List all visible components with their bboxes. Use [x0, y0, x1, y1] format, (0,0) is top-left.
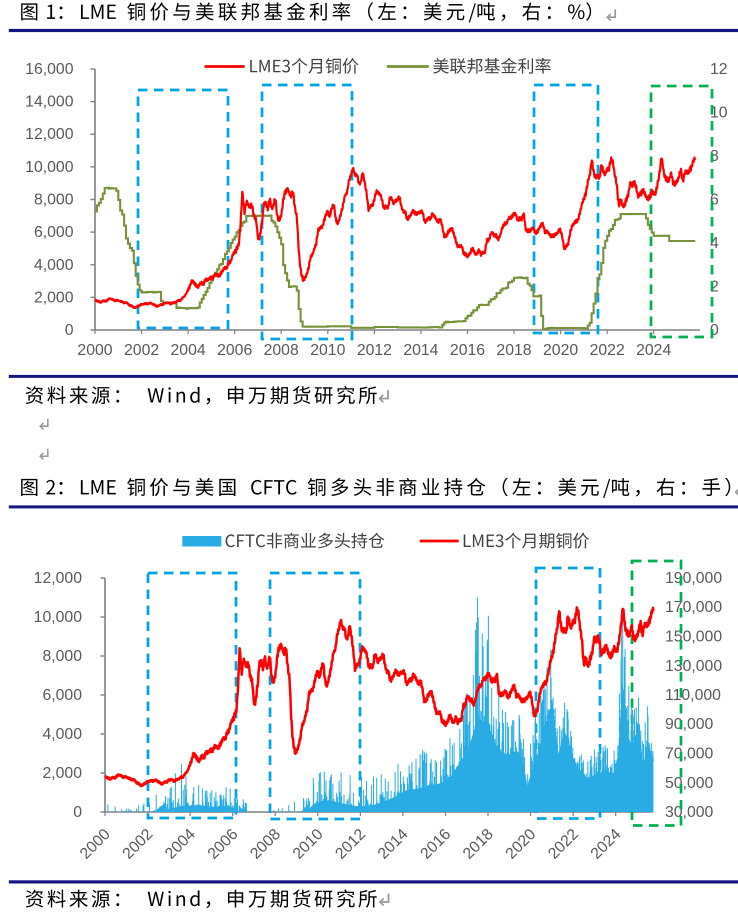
svg-text:130,000: 130,000 — [665, 658, 722, 675]
svg-text:2020: 2020 — [543, 342, 578, 359]
svg-text:0: 0 — [73, 804, 82, 821]
svg-text:4: 4 — [710, 235, 719, 252]
svg-text:10,000: 10,000 — [25, 159, 74, 176]
svg-text:2002: 2002 — [124, 342, 159, 359]
svg-text:12: 12 — [710, 61, 728, 78]
svg-text:4,000: 4,000 — [34, 257, 74, 274]
svg-text:4,000: 4,000 — [42, 726, 82, 743]
svg-text:2016: 2016 — [450, 342, 485, 359]
svg-text:8,000: 8,000 — [34, 192, 74, 209]
svg-text:190,000: 190,000 — [665, 570, 722, 587]
svg-text:2024: 2024 — [636, 342, 671, 359]
svg-text:2012: 2012 — [332, 826, 369, 863]
svg-text:2014: 2014 — [375, 826, 412, 863]
svg-text:2016: 2016 — [417, 826, 454, 863]
svg-text:2010: 2010 — [290, 826, 327, 863]
svg-text:70,000: 70,000 — [665, 746, 714, 763]
svg-text:90,000: 90,000 — [665, 716, 714, 733]
svg-text:2018: 2018 — [496, 342, 531, 359]
svg-text:2008: 2008 — [264, 342, 299, 359]
svg-text:0: 0 — [710, 322, 719, 339]
svg-text:2006: 2006 — [217, 342, 252, 359]
svg-text:6,000: 6,000 — [34, 224, 74, 241]
svg-text:2022: 2022 — [545, 826, 582, 863]
svg-text:2012: 2012 — [357, 342, 392, 359]
svg-text:2004: 2004 — [171, 342, 206, 359]
svg-text:110,000: 110,000 — [665, 687, 721, 704]
svg-text:10,000: 10,000 — [34, 609, 83, 626]
svg-text:12,000: 12,000 — [34, 570, 83, 587]
svg-text:170,000: 170,000 — [665, 599, 722, 616]
svg-text:8,000: 8,000 — [42, 648, 82, 665]
svg-text:2006: 2006 — [205, 826, 242, 863]
svg-text:150,000: 150,000 — [665, 629, 722, 646]
svg-text:2024: 2024 — [588, 826, 625, 863]
svg-text:2: 2 — [710, 279, 719, 296]
svg-text:8: 8 — [710, 148, 719, 165]
svg-text:2,000: 2,000 — [34, 289, 74, 306]
svg-text:50,000: 50,000 — [665, 775, 714, 792]
svg-text:2004: 2004 — [162, 826, 199, 863]
svg-text:2000: 2000 — [77, 826, 114, 863]
svg-text:2022: 2022 — [590, 342, 625, 359]
svg-text:0: 0 — [65, 322, 74, 339]
svg-text:2008: 2008 — [247, 826, 284, 863]
svg-text:2014: 2014 — [403, 342, 438, 359]
svg-text:2,000: 2,000 — [42, 765, 82, 782]
svg-text:2002: 2002 — [120, 826, 157, 863]
svg-text:16,000: 16,000 — [25, 61, 74, 78]
svg-text:2000: 2000 — [77, 342, 112, 359]
svg-text:14,000: 14,000 — [25, 94, 74, 111]
svg-text:30,000: 30,000 — [665, 804, 714, 821]
svg-text:12,000: 12,000 — [25, 126, 74, 143]
svg-text:2018: 2018 — [460, 826, 497, 863]
svg-text:2020: 2020 — [503, 826, 540, 863]
svg-text:6,000: 6,000 — [42, 687, 82, 704]
svg-text:2010: 2010 — [310, 342, 345, 359]
svg-text:6: 6 — [710, 192, 719, 209]
svg-text:10: 10 — [710, 105, 728, 122]
